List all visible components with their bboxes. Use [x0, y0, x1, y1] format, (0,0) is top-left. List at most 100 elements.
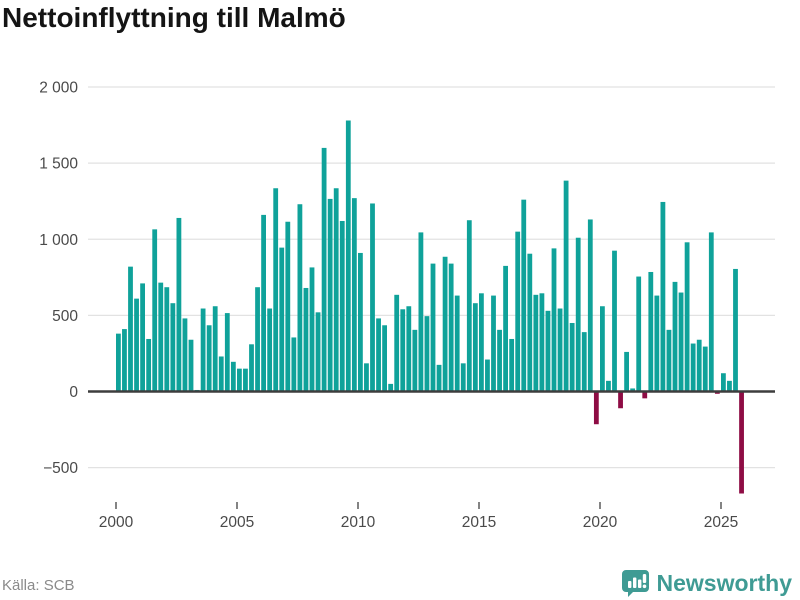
- bar: [708, 232, 714, 392]
- bar: [485, 359, 490, 392]
- bar: [170, 303, 176, 392]
- bar: [176, 217, 182, 392]
- bar: [152, 229, 158, 392]
- bar: [515, 231, 521, 392]
- bar: [660, 201, 666, 392]
- bar: [521, 199, 527, 392]
- newsworthy-wordmark: Newsworthy: [656, 569, 792, 596]
- newsworthy-logo: Newsworthy: [621, 569, 792, 597]
- bar: [333, 188, 339, 392]
- bar: [321, 147, 327, 392]
- bar: [424, 316, 430, 392]
- bar: [224, 313, 230, 392]
- bar: [345, 120, 351, 392]
- bar: [218, 356, 224, 392]
- bar: [696, 339, 702, 392]
- bar: [406, 306, 412, 392]
- bar: [158, 282, 164, 392]
- bar: [630, 388, 636, 392]
- bar: [394, 294, 400, 392]
- x-axis-label: 2020: [583, 514, 618, 531]
- y-axis-label: 2 000: [39, 80, 78, 97]
- bar: [309, 267, 315, 392]
- y-axis-label: 0: [69, 384, 78, 401]
- bar: [454, 295, 460, 392]
- y-axis-label: 1 500: [39, 156, 78, 173]
- bar: [146, 338, 152, 392]
- newsworthy-icon: [621, 570, 649, 597]
- bar: [466, 220, 472, 392]
- bar: [140, 283, 145, 392]
- bar: [128, 266, 133, 392]
- bar: [472, 303, 478, 392]
- bar: [648, 271, 654, 392]
- bar: [291, 337, 297, 392]
- bar: [563, 180, 569, 392]
- bar: [606, 380, 611, 392]
- bar: [739, 391, 744, 494]
- bar: [382, 325, 387, 392]
- bar: [267, 308, 273, 392]
- bar: [418, 232, 424, 392]
- y-axis-label: −500: [43, 460, 78, 477]
- bar: [600, 306, 605, 392]
- x-axis-label: 2000: [99, 514, 134, 531]
- bar: [412, 329, 418, 392]
- y-axis-label: 500: [52, 308, 78, 325]
- bar: [315, 312, 321, 392]
- bar: [351, 198, 357, 392]
- bar: [624, 351, 629, 392]
- bar: [581, 332, 587, 392]
- bar: [479, 293, 484, 392]
- bar: [727, 380, 732, 392]
- bar: [230, 361, 236, 392]
- bar: [430, 263, 436, 392]
- bar: [134, 298, 139, 392]
- bar: [206, 325, 212, 392]
- bar: [587, 219, 593, 392]
- bar: [370, 203, 375, 392]
- bar: [551, 248, 557, 392]
- bar: [436, 364, 442, 392]
- chart-title: Nettoinflyttning till Malmö: [2, 2, 346, 33]
- bar: [327, 198, 333, 392]
- bar: [509, 338, 515, 392]
- bar: [569, 322, 575, 392]
- bar: [557, 308, 563, 392]
- bar: [388, 383, 394, 392]
- bar: [243, 368, 248, 392]
- x-axis-label: 2010: [341, 514, 376, 531]
- bar: [116, 333, 121, 392]
- bar: [261, 214, 266, 392]
- bar: [122, 329, 127, 392]
- bar: [448, 263, 454, 392]
- bar: [527, 253, 533, 392]
- bar: [273, 188, 279, 392]
- bar: [642, 391, 648, 399]
- bar: [164, 287, 170, 392]
- x-axis-label: 2025: [704, 514, 738, 531]
- bar: [678, 292, 684, 392]
- bar: [539, 293, 545, 392]
- bar: [358, 252, 363, 392]
- bar: [212, 306, 218, 392]
- bar: [400, 309, 406, 392]
- bar: [721, 373, 726, 392]
- bar: [684, 242, 690, 392]
- bar: [200, 308, 206, 392]
- bar: [339, 220, 345, 392]
- bar: [303, 287, 309, 392]
- bar: [460, 363, 466, 392]
- bar: [279, 247, 285, 392]
- bar: [249, 344, 254, 392]
- bar: [672, 281, 678, 392]
- bar: [654, 295, 660, 392]
- bar: [666, 329, 672, 392]
- bar: [593, 391, 599, 425]
- bar: [376, 318, 381, 392]
- bar: [636, 276, 642, 392]
- bar: [533, 294, 539, 392]
- source-label: Källa: SCB: [2, 577, 75, 594]
- bar: [690, 343, 696, 392]
